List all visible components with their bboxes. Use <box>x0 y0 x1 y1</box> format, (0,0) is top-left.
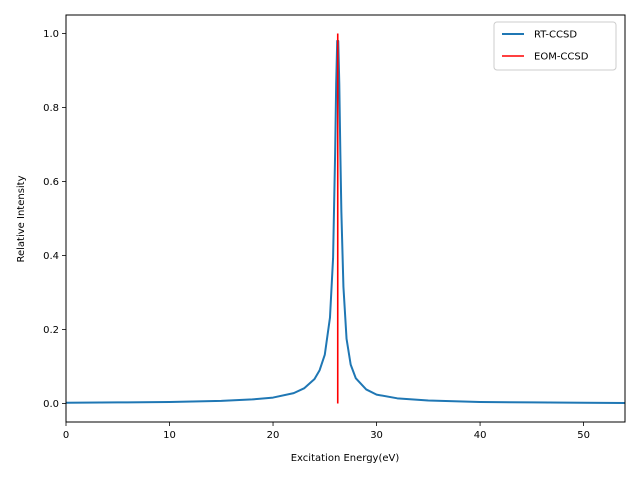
x-tick-label-0: 0 <box>63 430 69 441</box>
y-tick-label-1: 0.2 <box>43 325 59 336</box>
legend-label-eom-ccsd: EOM-CCSD <box>534 52 589 63</box>
x-tick-label-3: 30 <box>370 430 383 441</box>
y-axis-label: Relative Intensity <box>16 175 27 262</box>
y-tick-label-4: 0.8 <box>43 103 59 114</box>
axes: 0 10 20 30 40 50 0.0 0.2 0.4 0.6 0.8 1.0 <box>43 14 626 441</box>
x-tick-label-5: 50 <box>577 430 590 441</box>
x-tick-label-1: 10 <box>163 430 176 441</box>
legend-label-rt-ccsd: RT-CCSD <box>534 30 577 41</box>
y-tick-label-3: 0.6 <box>43 177 59 188</box>
y-tick-label-5: 1.0 <box>43 29 59 40</box>
axes-frame <box>65 14 626 423</box>
x-axis-label: Excitation Energy(eV) <box>291 453 400 464</box>
plot-area <box>66 33 625 404</box>
series-group <box>66 33 625 404</box>
legend-box <box>493 21 617 71</box>
legend: RT-CCSD EOM-CCSD <box>493 21 617 71</box>
y-tick-label-0: 0.0 <box>43 399 59 410</box>
x-tick-label-4: 40 <box>474 430 487 441</box>
x-tick-label-2: 20 <box>267 430 280 441</box>
y-tick-label-2: 0.4 <box>43 251 59 262</box>
